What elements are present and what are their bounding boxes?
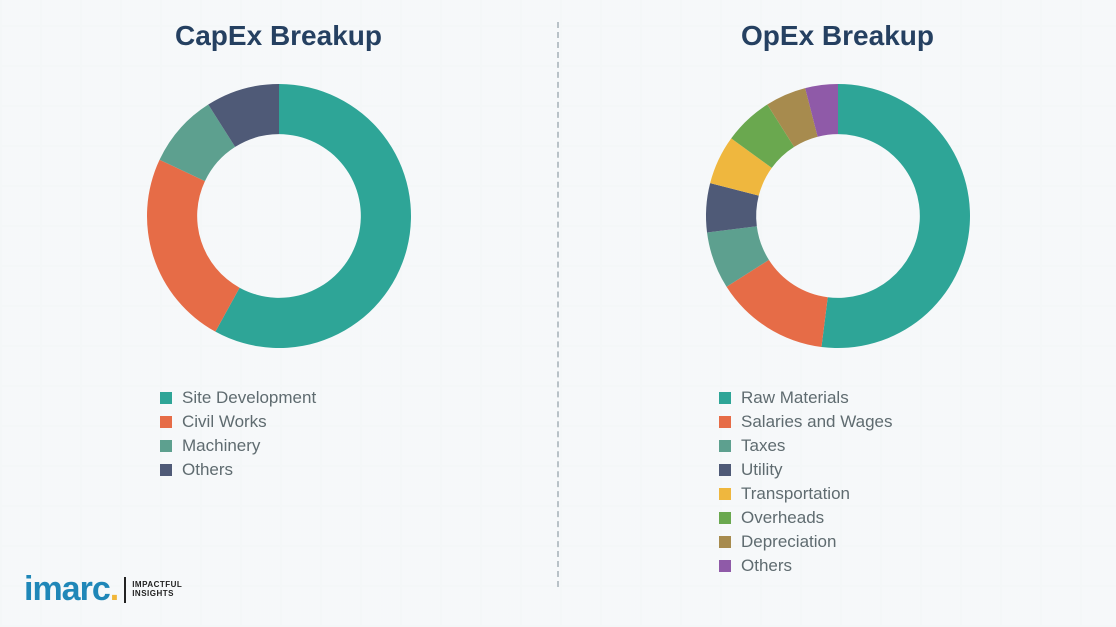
- legend-swatch: [719, 536, 731, 548]
- legend-item: Others: [719, 556, 893, 576]
- legend-label: Site Development: [182, 388, 316, 408]
- logo-dot-icon: .: [110, 570, 118, 608]
- legend-swatch: [719, 392, 731, 404]
- legend-item: Transportation: [719, 484, 893, 504]
- legend-label: Machinery: [182, 436, 260, 456]
- legend-swatch: [160, 416, 172, 428]
- donut-segment: [146, 160, 239, 332]
- legend-item: Utility: [719, 460, 893, 480]
- logo-wordmark: imarc.: [24, 570, 118, 609]
- donut-segment: [821, 84, 970, 348]
- opex-title: OpEx Breakup: [741, 20, 934, 52]
- legend-swatch: [160, 440, 172, 452]
- brand-logo: imarc. IMPACTFUL INSIGHTS: [24, 570, 182, 609]
- legend-label: Salaries and Wages: [741, 412, 893, 432]
- legend-item: Depreciation: [719, 532, 893, 552]
- capex-legend: Site Development Civil Works Machinery Othe…: [160, 384, 316, 484]
- legend-label: Others: [182, 460, 233, 480]
- legend-swatch: [719, 560, 731, 572]
- logo-separator: [124, 577, 126, 603]
- legend-item: Others: [160, 460, 316, 480]
- opex-legend: Raw Materials Salaries and Wages Taxes Util…: [719, 384, 893, 580]
- legend-label: Overheads: [741, 508, 824, 528]
- logo-tag-line2: INSIGHTS: [132, 589, 174, 598]
- legend-swatch: [719, 488, 731, 500]
- legend-item: Machinery: [160, 436, 316, 456]
- capex-panel: CapEx Breakup Site Development Civil Work…: [0, 0, 557, 627]
- logo-text: imarc: [24, 570, 110, 608]
- legend-label: Utility: [741, 460, 783, 480]
- legend-swatch: [160, 464, 172, 476]
- legend-swatch: [719, 440, 731, 452]
- legend-label: Depreciation: [741, 532, 836, 552]
- legend-item: Site Development: [160, 388, 316, 408]
- legend-item: Overheads: [719, 508, 893, 528]
- legend-label: Transportation: [741, 484, 850, 504]
- legend-swatch: [719, 464, 731, 476]
- legend-item: Salaries and Wages: [719, 412, 893, 432]
- legend-item: Taxes: [719, 436, 893, 456]
- legend-item: Raw Materials: [719, 388, 893, 408]
- capex-title: CapEx Breakup: [175, 20, 382, 52]
- opex-donut: [688, 66, 988, 366]
- legend-swatch: [719, 416, 731, 428]
- legend-label: Others: [741, 556, 792, 576]
- capex-donut: [129, 66, 429, 366]
- legend-swatch: [719, 512, 731, 524]
- legend-item: Civil Works: [160, 412, 316, 432]
- logo-tagline: IMPACTFUL INSIGHTS: [132, 581, 182, 598]
- charts-container: CapEx Breakup Site Development Civil Work…: [0, 0, 1116, 627]
- legend-label: Civil Works: [182, 412, 267, 432]
- legend-swatch: [160, 392, 172, 404]
- legend-label: Taxes: [741, 436, 785, 456]
- opex-panel: OpEx Breakup Raw Materials Salaries and W…: [559, 0, 1116, 627]
- legend-label: Raw Materials: [741, 388, 849, 408]
